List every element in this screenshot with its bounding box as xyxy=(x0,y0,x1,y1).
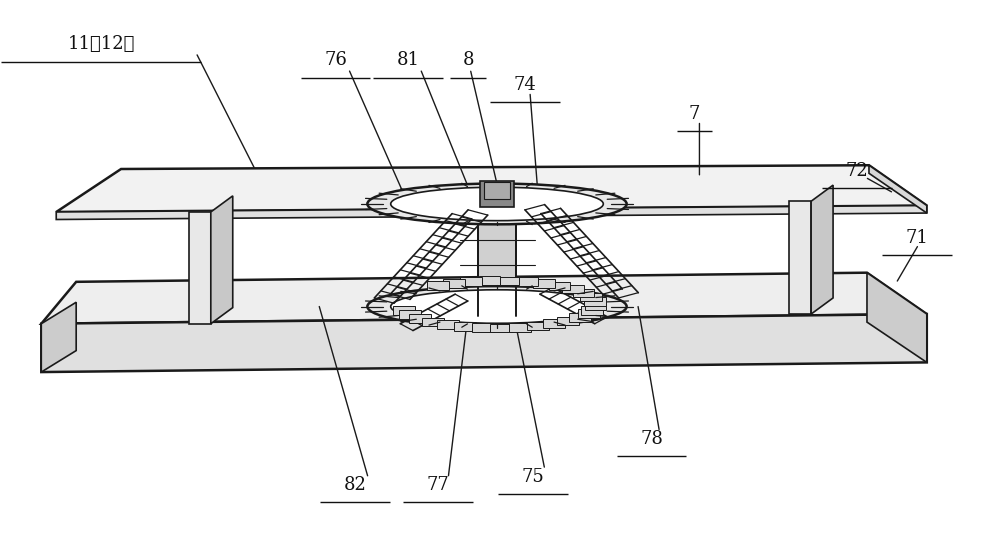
Bar xyxy=(557,316,579,325)
Bar xyxy=(399,310,421,319)
Bar xyxy=(479,276,500,285)
Ellipse shape xyxy=(367,184,627,224)
Bar xyxy=(437,320,459,329)
Bar xyxy=(427,281,449,290)
Polygon shape xyxy=(41,273,927,323)
Bar xyxy=(581,306,603,315)
Bar xyxy=(580,293,602,301)
Polygon shape xyxy=(789,201,811,314)
Text: 11（12）: 11（12） xyxy=(67,35,135,53)
Text: 82: 82 xyxy=(344,476,367,494)
Bar xyxy=(533,279,555,288)
Polygon shape xyxy=(869,165,927,213)
Bar xyxy=(527,322,549,330)
Text: 74: 74 xyxy=(514,76,536,93)
Bar xyxy=(497,276,519,285)
Ellipse shape xyxy=(367,286,627,327)
Bar xyxy=(480,181,514,207)
Bar xyxy=(409,314,431,323)
Polygon shape xyxy=(41,314,927,372)
Bar xyxy=(516,278,538,286)
Text: 72: 72 xyxy=(846,161,868,180)
Bar xyxy=(490,324,512,332)
Text: 75: 75 xyxy=(522,468,544,486)
Text: 71: 71 xyxy=(905,229,928,247)
Bar xyxy=(422,318,444,326)
Bar xyxy=(443,279,465,288)
Bar xyxy=(562,285,584,293)
Polygon shape xyxy=(56,165,927,212)
Bar xyxy=(454,322,476,331)
Text: 7: 7 xyxy=(689,105,700,123)
Text: 76: 76 xyxy=(324,51,347,70)
Text: 8: 8 xyxy=(462,51,474,70)
Polygon shape xyxy=(56,206,927,219)
Bar xyxy=(543,320,565,328)
Bar xyxy=(484,183,510,199)
Bar xyxy=(472,323,494,332)
Polygon shape xyxy=(867,273,927,362)
Bar xyxy=(584,297,606,306)
Bar xyxy=(393,306,415,315)
Ellipse shape xyxy=(391,290,603,323)
Polygon shape xyxy=(211,196,233,323)
Text: 78: 78 xyxy=(640,430,663,448)
Polygon shape xyxy=(811,185,833,314)
Polygon shape xyxy=(478,208,516,329)
Bar xyxy=(460,278,482,286)
Bar xyxy=(578,309,600,318)
Bar xyxy=(569,313,591,322)
Ellipse shape xyxy=(391,187,603,221)
Bar xyxy=(509,323,531,332)
Bar xyxy=(585,302,606,310)
Bar xyxy=(573,288,594,297)
Polygon shape xyxy=(41,302,76,372)
Bar xyxy=(549,282,570,291)
Text: 77: 77 xyxy=(427,476,450,494)
Polygon shape xyxy=(189,212,211,323)
Text: 81: 81 xyxy=(397,51,420,70)
